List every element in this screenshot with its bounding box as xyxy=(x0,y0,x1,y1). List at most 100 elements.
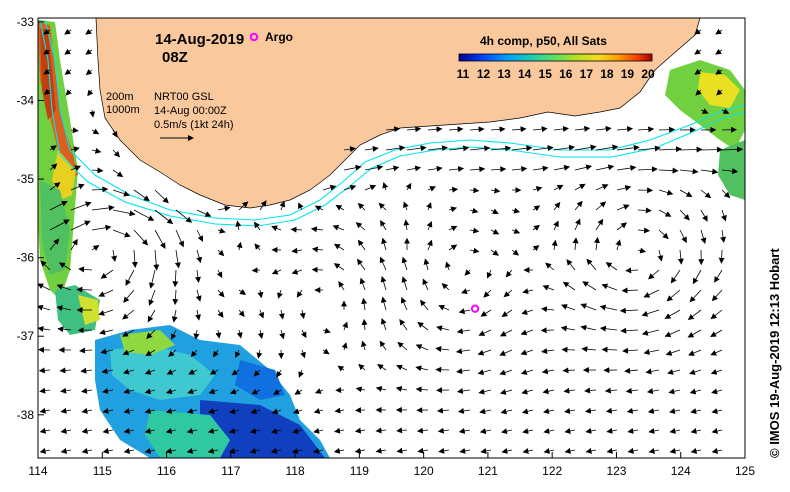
current-arrow xyxy=(711,289,723,302)
current-arrow xyxy=(562,367,576,374)
current-arrow xyxy=(448,225,458,232)
current-arrow xyxy=(690,428,702,434)
current-arrow xyxy=(457,407,471,414)
current-arrow xyxy=(112,229,131,238)
current-arrow xyxy=(235,349,241,359)
current-arrow xyxy=(574,164,593,171)
current-arrow xyxy=(490,126,506,133)
current-arrow xyxy=(102,407,114,414)
current-arrow xyxy=(711,408,723,415)
current-arrow xyxy=(49,182,61,191)
current-arrow xyxy=(427,239,433,251)
current-arrow xyxy=(359,277,366,291)
current-arrow xyxy=(689,289,702,303)
current-arrow xyxy=(165,428,177,434)
current-arrow xyxy=(669,408,681,415)
current-arrow xyxy=(657,249,664,262)
current-arrow xyxy=(333,447,345,454)
current-arrow xyxy=(190,349,198,358)
current-arrow xyxy=(186,447,198,454)
current-arrow xyxy=(78,266,93,273)
sst-patch-southwest-mid xyxy=(235,360,285,400)
current-arrow xyxy=(144,428,156,434)
current-arrow xyxy=(298,202,304,211)
current-arrow xyxy=(716,89,723,96)
current-arrow xyxy=(249,428,261,434)
info-datetime: 14-Aug 00:00Z xyxy=(154,105,227,117)
current-arrow xyxy=(91,224,112,231)
current-arrow xyxy=(81,447,93,454)
current-arrow xyxy=(358,363,366,371)
current-arrow xyxy=(619,307,639,314)
current-arrow xyxy=(501,309,513,317)
current-arrow xyxy=(49,238,60,251)
current-arrow xyxy=(91,167,104,174)
current-arrow xyxy=(102,427,114,434)
current-arrow xyxy=(193,329,200,340)
current-arrow xyxy=(441,283,450,291)
current-arrow xyxy=(341,342,348,351)
current-arrow xyxy=(668,388,681,395)
current-arrow xyxy=(679,146,703,153)
current-arrow xyxy=(710,349,723,356)
current-arrow xyxy=(648,447,660,454)
current-arrow xyxy=(122,349,135,356)
current-arrow xyxy=(290,226,303,233)
current-arrow xyxy=(238,289,247,295)
current-arrow xyxy=(480,309,492,317)
x-tick-label: 114 xyxy=(28,464,47,478)
current-arrow xyxy=(70,183,85,191)
current-arrow xyxy=(238,309,245,317)
current-arrow xyxy=(291,448,303,454)
current-arrow xyxy=(187,388,198,395)
current-arrow xyxy=(98,309,114,316)
current-arrow xyxy=(721,168,739,175)
current-arrow xyxy=(257,329,264,340)
current-arrow xyxy=(314,205,324,212)
current-arrow xyxy=(520,349,534,356)
current-arrow xyxy=(687,309,702,321)
current-arrow xyxy=(254,243,261,251)
current-arrow xyxy=(144,388,156,395)
current-arrow xyxy=(38,304,51,311)
current-arrow xyxy=(645,368,660,375)
current-arrow xyxy=(80,367,93,374)
current-arrow xyxy=(188,369,198,375)
current-arrow xyxy=(486,269,493,279)
current-arrow xyxy=(715,48,723,55)
current-arrow xyxy=(490,228,500,235)
current-arrow xyxy=(311,266,324,273)
current-arrow xyxy=(606,427,618,434)
info-product: NRT00 GSL xyxy=(154,91,214,103)
current-arrow xyxy=(361,340,367,351)
current-arrow xyxy=(217,309,224,318)
current-arrow xyxy=(585,427,597,434)
current-arrow xyxy=(469,145,491,152)
current-arrow xyxy=(70,165,82,171)
current-arrow xyxy=(637,126,655,133)
current-arrow xyxy=(357,202,366,211)
sst-patch-southwest-deep xyxy=(200,400,325,458)
current-arrow xyxy=(49,200,68,211)
colorbar-tick-label: 14 xyxy=(518,67,532,81)
current-arrow xyxy=(64,48,72,55)
current-arrow xyxy=(123,447,135,454)
current-arrow xyxy=(228,428,240,434)
current-arrow xyxy=(647,408,660,414)
current-arrow xyxy=(553,164,571,171)
current-arrow xyxy=(395,386,408,392)
current-arrow xyxy=(406,126,422,133)
current-arrow xyxy=(521,408,534,415)
current-arrow xyxy=(721,108,730,114)
current-arrow xyxy=(415,386,429,393)
current-arrow xyxy=(131,249,138,268)
current-arrow xyxy=(500,408,513,415)
current-arrow xyxy=(700,209,708,222)
current-arrow xyxy=(561,304,576,311)
current-arrow xyxy=(397,341,408,351)
current-arrow xyxy=(542,388,555,395)
current-arrow xyxy=(236,329,243,339)
x-tick-label: 115 xyxy=(93,464,112,478)
current-arrow xyxy=(144,368,156,375)
current-arrow xyxy=(49,219,70,231)
